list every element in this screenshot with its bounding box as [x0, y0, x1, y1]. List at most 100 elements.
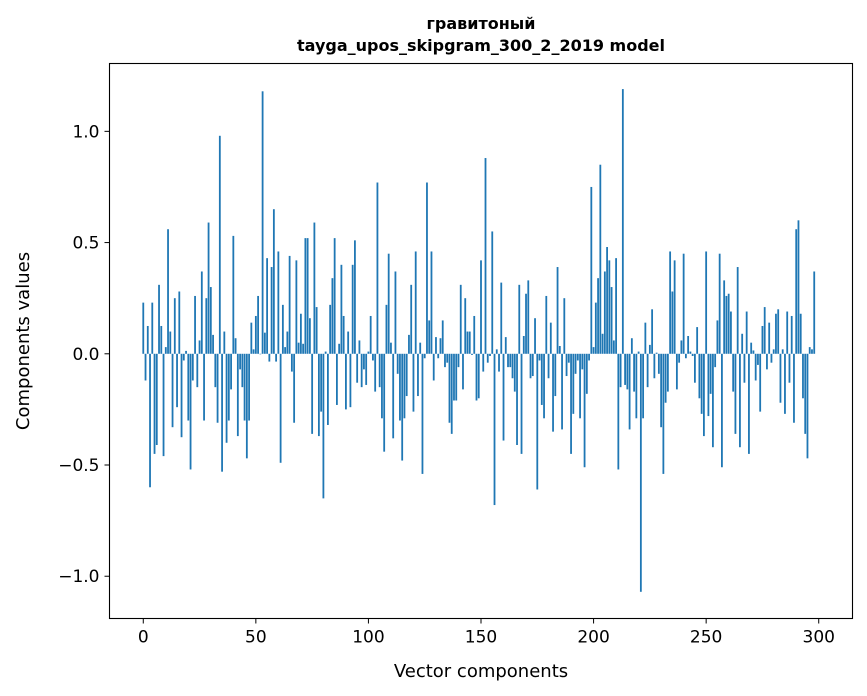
bar — [209, 287, 212, 354]
bar — [439, 338, 442, 354]
bar — [709, 353, 712, 394]
bar — [795, 229, 798, 354]
bar — [270, 267, 273, 354]
bar — [473, 315, 476, 354]
bar — [167, 229, 169, 354]
bar — [725, 295, 728, 354]
bar — [356, 353, 359, 383]
bar — [666, 353, 669, 392]
bar — [428, 320, 431, 354]
bar — [698, 353, 701, 399]
bar — [543, 353, 545, 419]
bar — [214, 353, 217, 388]
bar — [176, 353, 178, 408]
bar — [763, 307, 766, 354]
bar — [351, 264, 354, 354]
bar — [317, 353, 320, 437]
bar — [392, 353, 395, 439]
bar — [198, 340, 201, 354]
bar — [284, 347, 287, 354]
bar — [254, 315, 257, 354]
bar — [808, 347, 811, 354]
bar — [651, 309, 654, 354]
bar — [311, 353, 314, 434]
bar — [164, 347, 167, 354]
bar — [633, 353, 636, 392]
y-tick-label: −1.0 — [58, 567, 99, 587]
bar — [597, 278, 599, 354]
bar — [426, 182, 428, 354]
bar — [705, 251, 708, 354]
bar — [662, 353, 665, 474]
bar — [464, 298, 467, 354]
bar — [263, 332, 266, 354]
bar — [243, 353, 246, 421]
bar — [155, 353, 158, 445]
bar — [716, 320, 719, 354]
bar — [761, 325, 764, 354]
bar — [354, 240, 356, 354]
bar — [234, 338, 237, 354]
bar — [304, 238, 307, 354]
bar — [281, 304, 284, 354]
bar — [387, 253, 390, 354]
bar — [601, 333, 604, 354]
bar — [185, 350, 187, 354]
bar — [732, 353, 735, 392]
bar — [540, 353, 543, 405]
bar — [455, 353, 458, 401]
bar — [232, 235, 235, 354]
bar — [790, 315, 793, 354]
bar — [549, 322, 552, 354]
bar — [417, 353, 419, 397]
bar — [669, 251, 672, 354]
bar — [363, 353, 365, 370]
bar — [180, 353, 183, 438]
bar — [268, 353, 271, 362]
bar — [775, 313, 777, 354]
bar — [295, 260, 298, 354]
bar — [441, 320, 444, 354]
bar — [518, 284, 521, 354]
bar — [642, 353, 645, 419]
bar — [806, 353, 809, 459]
bar — [572, 353, 575, 414]
x-axis: 0 50 100 150 200 250 300 — [138, 618, 835, 648]
bar — [766, 353, 768, 370]
bar — [684, 353, 687, 359]
bar — [169, 331, 172, 354]
bar — [723, 280, 726, 354]
x-tick-label: 0 — [138, 628, 149, 648]
bar — [408, 334, 410, 354]
bar — [754, 353, 757, 381]
bar — [385, 304, 388, 354]
bar — [628, 353, 631, 430]
bar — [615, 258, 617, 354]
bar — [401, 353, 404, 461]
bar — [511, 353, 514, 379]
bar — [770, 353, 773, 363]
bar — [639, 353, 642, 592]
bar — [759, 353, 762, 412]
bar — [322, 353, 325, 499]
bar — [218, 135, 221, 354]
bar — [421, 353, 424, 474]
bar — [410, 284, 413, 354]
y-axis: −1.0 −0.5 0.0 0.5 1.0 — [58, 122, 110, 587]
bar — [212, 334, 214, 354]
bar — [250, 322, 253, 354]
bar — [221, 353, 223, 472]
bar — [257, 295, 260, 354]
y-axis-label: Components values — [13, 252, 34, 430]
bar — [536, 353, 539, 490]
bar — [475, 353, 478, 401]
bar — [189, 353, 192, 470]
bar — [748, 353, 750, 454]
bar — [396, 353, 399, 374]
bar — [306, 238, 309, 354]
bar — [624, 353, 626, 385]
bar — [689, 351, 692, 354]
bar — [349, 353, 352, 408]
bar — [552, 353, 554, 432]
bar — [495, 349, 498, 354]
